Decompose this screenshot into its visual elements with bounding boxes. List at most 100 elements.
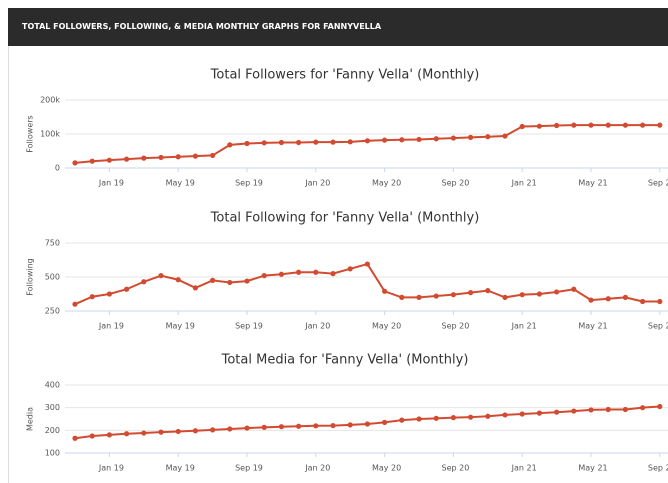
point xyxy=(502,294,508,300)
point xyxy=(468,290,474,296)
point xyxy=(244,140,250,147)
point xyxy=(106,157,112,163)
y-tick-label: 100k xyxy=(40,130,60,139)
chart-title: Total Media for 'Fanny Vella' (Monthly) xyxy=(221,353,469,368)
y-axis-label: Following xyxy=(26,258,35,295)
x-tick-label: Jan 19 xyxy=(98,464,124,473)
x-tick-label: Jan 20 xyxy=(304,464,330,473)
x-tick-label: May 19 xyxy=(166,322,195,331)
x-tick-label: May 21 xyxy=(578,464,607,473)
point xyxy=(399,417,405,423)
point xyxy=(347,422,353,428)
x-tick-label: Sep 21 xyxy=(648,322,668,331)
point xyxy=(416,294,422,300)
y-axis-label: Media xyxy=(26,407,35,431)
point xyxy=(313,423,319,429)
point xyxy=(364,138,370,144)
point xyxy=(278,424,284,430)
point xyxy=(588,297,594,303)
point xyxy=(519,411,525,417)
point xyxy=(605,406,611,413)
point xyxy=(485,413,491,419)
point xyxy=(571,408,577,414)
point xyxy=(640,298,646,305)
y-tick-label: 750 xyxy=(45,239,60,248)
x-tick-label: Sep 20 xyxy=(441,322,469,331)
x-tick-label: Jan 20 xyxy=(304,179,330,188)
point xyxy=(210,152,216,159)
point xyxy=(72,160,78,166)
y-tick-label: 200k xyxy=(40,96,60,105)
point xyxy=(657,403,663,410)
x-tick-label: Jan 20 xyxy=(304,322,330,331)
point xyxy=(296,269,302,275)
line xyxy=(74,262,660,306)
x-tick-label: Jan 21 xyxy=(511,464,537,473)
point xyxy=(158,154,164,161)
x-tick-label: Jan 21 xyxy=(511,322,537,331)
point xyxy=(347,139,353,145)
y-axis-label: Followers xyxy=(26,115,35,152)
y-tick-label: 500 xyxy=(45,273,60,282)
x-tick-label: May 19 xyxy=(166,179,195,188)
point xyxy=(571,122,577,128)
point xyxy=(588,122,594,128)
x-tick-label: May 20 xyxy=(372,322,401,331)
point xyxy=(640,122,646,128)
point xyxy=(89,433,95,439)
x-tick-label: Jan 19 xyxy=(98,179,124,188)
point xyxy=(141,430,147,436)
y-tick-label: 200 xyxy=(45,426,60,435)
point xyxy=(657,298,663,305)
point xyxy=(536,291,543,297)
point xyxy=(227,142,233,148)
point xyxy=(124,431,130,437)
x-tick-label: Jan 19 xyxy=(98,322,124,331)
point xyxy=(554,409,560,415)
x-tick-label: Sep 20 xyxy=(441,179,469,188)
point xyxy=(519,292,525,298)
y-tick-label: 250 xyxy=(45,307,60,316)
point xyxy=(657,122,663,128)
point xyxy=(536,123,543,129)
point xyxy=(72,301,78,307)
point xyxy=(192,428,198,434)
x-tick-label: Sep 19 xyxy=(235,464,263,473)
point xyxy=(485,288,491,294)
point xyxy=(106,432,112,438)
point xyxy=(622,406,629,413)
point xyxy=(622,122,629,128)
point xyxy=(192,285,198,291)
point xyxy=(382,419,388,425)
point xyxy=(347,266,353,272)
point xyxy=(175,428,181,435)
point xyxy=(158,429,164,435)
point xyxy=(519,123,525,130)
x-tick-label: May 20 xyxy=(372,179,401,188)
point xyxy=(330,422,336,429)
point xyxy=(261,424,267,430)
point xyxy=(192,153,198,159)
y-tick-label: 0 xyxy=(55,164,60,173)
point xyxy=(296,139,302,146)
point xyxy=(468,134,474,140)
x-tick-label: May 20 xyxy=(372,464,401,473)
point xyxy=(124,286,130,292)
point xyxy=(433,293,439,299)
x-tick-label: Sep 21 xyxy=(648,464,668,473)
point xyxy=(571,286,577,292)
point xyxy=(210,427,216,433)
point xyxy=(450,292,456,298)
point xyxy=(296,423,302,429)
x-tick-label: Jan 21 xyxy=(511,179,537,188)
point xyxy=(210,277,216,283)
point xyxy=(416,416,422,422)
point xyxy=(175,277,181,283)
x-tick-label: Sep 19 xyxy=(235,179,263,188)
point xyxy=(450,135,456,141)
point xyxy=(175,154,181,160)
x-tick-label: Sep 21 xyxy=(648,179,668,188)
point xyxy=(588,407,594,413)
point xyxy=(244,425,250,431)
